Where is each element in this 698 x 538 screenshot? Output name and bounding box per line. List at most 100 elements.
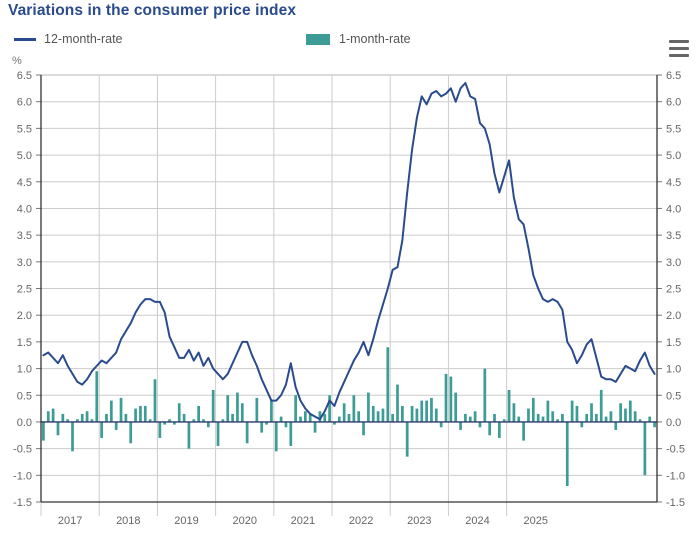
bar xyxy=(420,400,424,422)
bar xyxy=(284,421,288,428)
bar xyxy=(168,419,171,422)
bar xyxy=(371,405,375,422)
bar xyxy=(226,395,230,422)
bar xyxy=(274,421,278,452)
line-path xyxy=(42,82,656,421)
hamburger-menu-icon[interactable] xyxy=(666,36,692,60)
x-axis-tick-label: 2022 xyxy=(349,515,373,527)
y-axis-unit-label: % xyxy=(12,55,22,67)
bar xyxy=(294,395,298,422)
bar xyxy=(66,419,70,422)
bar xyxy=(575,405,579,422)
legend-item-1-month-rate[interactable]: 1-month-rate xyxy=(306,28,411,50)
bar xyxy=(609,411,613,422)
bar xyxy=(454,392,458,422)
y-axis-tick-label: 3.5 xyxy=(17,230,32,242)
bar xyxy=(585,413,589,422)
bar xyxy=(624,408,627,422)
y-axis-tick-label: -1.0 xyxy=(666,470,685,482)
bar xyxy=(527,408,530,422)
bar xyxy=(76,419,79,422)
bar xyxy=(488,421,492,436)
bar xyxy=(337,416,341,422)
bar xyxy=(478,421,482,428)
bar xyxy=(643,421,647,476)
bar xyxy=(255,397,259,422)
bar xyxy=(473,411,477,422)
bar xyxy=(270,400,273,422)
y-axis-tick-label: 4.5 xyxy=(17,177,32,189)
bar xyxy=(570,400,574,422)
x-axis-tick-label: 2020 xyxy=(232,515,256,527)
hamburger-bar-3 xyxy=(669,53,689,57)
bar xyxy=(633,411,637,422)
bar xyxy=(400,405,404,422)
y-axis-tick-label: -1.5 xyxy=(666,497,685,509)
chart-legend: 12-month-rate 1-month-rate xyxy=(10,28,650,50)
bar xyxy=(546,400,550,422)
bar xyxy=(85,411,89,422)
bar xyxy=(628,400,632,422)
bar xyxy=(498,421,501,438)
bar xyxy=(551,411,555,422)
y-axis-tick-label: 3.0 xyxy=(17,257,32,269)
bar xyxy=(308,413,312,422)
bar xyxy=(599,389,603,422)
bar xyxy=(376,411,380,422)
bar xyxy=(367,392,370,422)
bar xyxy=(119,397,123,422)
y-axis-labels-right: -1.5 -1.0 -0.5 0.0 0.5 1.0 1.5 2.0 2.5 3.0 3.5 4.0 4… xyxy=(666,70,685,509)
bar xyxy=(318,411,322,422)
bar xyxy=(352,395,356,422)
bar xyxy=(245,421,249,444)
bar xyxy=(129,421,133,444)
y-axis-tick-label: 6.5 xyxy=(17,70,32,82)
x-axis-tick-label: 2024 xyxy=(465,515,489,527)
bar xyxy=(173,421,176,425)
bar xyxy=(541,416,545,422)
bar xyxy=(502,419,506,422)
bar xyxy=(80,413,84,422)
bar xyxy=(163,421,167,425)
y-axis-tick-label: 2.0 xyxy=(17,310,32,322)
y-axis-tick-label: -1.0 xyxy=(13,470,32,482)
bar xyxy=(483,368,487,422)
legend-label-12-month-rate: 12-month-rate xyxy=(44,32,123,46)
bar xyxy=(595,413,598,422)
y-axis-tick-label: 5.5 xyxy=(666,123,681,135)
x-axis-tick-label: 2019 xyxy=(174,515,198,527)
bar xyxy=(391,413,395,422)
bar xyxy=(303,411,307,422)
y-axis-tick-label: 6.5 xyxy=(666,70,681,82)
legend-label-1-month-rate: 1-month-rate xyxy=(339,32,411,46)
bar xyxy=(109,400,113,422)
bar xyxy=(638,419,642,422)
bar xyxy=(405,421,409,457)
y-axis-tick-label: 1.5 xyxy=(17,337,32,349)
bar xyxy=(105,413,108,422)
bar xyxy=(206,421,210,428)
bar xyxy=(260,421,264,433)
bar xyxy=(236,392,239,422)
y-axis-tick-label: -1.5 xyxy=(13,497,32,509)
y-axis-tick-label: 0.0 xyxy=(666,417,681,429)
bar xyxy=(323,413,327,422)
legend-bar-swatch-icon xyxy=(306,33,330,45)
bar xyxy=(357,411,361,422)
bar xyxy=(187,421,191,449)
bar xyxy=(216,421,220,446)
bar xyxy=(289,421,293,446)
y-axis-tick-label: 2.5 xyxy=(666,284,681,296)
legend-item-12-month-rate[interactable]: 12-month-rate xyxy=(14,28,123,50)
bar xyxy=(449,376,453,422)
x-axis-ticks xyxy=(40,75,508,516)
bar xyxy=(177,403,181,422)
x-axis-tick-label: 2017 xyxy=(58,515,82,527)
y-axis-tick-label: -0.5 xyxy=(666,444,685,456)
bar xyxy=(61,413,65,422)
bar xyxy=(95,371,99,422)
bar xyxy=(124,413,128,422)
bar xyxy=(313,421,317,433)
